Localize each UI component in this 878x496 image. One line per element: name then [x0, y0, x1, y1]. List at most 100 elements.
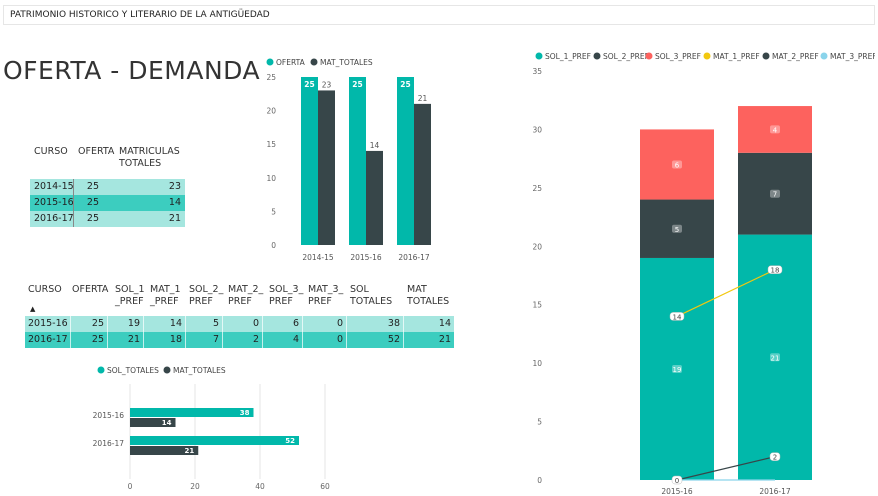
column-header[interactable]: MAT TOTALES	[407, 284, 449, 308]
data-label-bg	[672, 160, 682, 169]
column-header-line: SOL_3_	[269, 284, 304, 295]
column-header-line: TOTALES	[350, 296, 393, 307]
column-header[interactable]: OFERTA	[72, 284, 108, 296]
cell-divider	[262, 316, 263, 332]
table-cell: 23	[168, 181, 181, 192]
legend-marker	[593, 52, 601, 60]
column-header-line: _PREF	[115, 296, 144, 307]
data-label: 52	[285, 437, 295, 445]
column-header-line: OFERTA	[72, 284, 109, 295]
bar	[349, 77, 366, 245]
table-cell: 0	[252, 318, 259, 329]
table-cell: 0	[336, 318, 343, 329]
data-label: 7	[773, 191, 777, 199]
bar	[130, 436, 299, 445]
column-header-matriculas-line2: TOTALES	[119, 158, 162, 169]
cell-divider	[403, 332, 404, 348]
column-header-line: _PREF	[150, 296, 179, 307]
cell-divider	[107, 316, 108, 332]
y-tick-label: 25	[532, 184, 542, 193]
x-tick-label: 60	[320, 482, 330, 491]
legend-label: SOL_TOTALES	[107, 366, 159, 375]
table-row[interactable]: 2016-17 25 21 18 7 2 4 0 52 21	[25, 332, 454, 348]
column-header[interactable]: SOL TOTALES	[350, 284, 392, 308]
table-cell: 25	[86, 213, 99, 224]
data-label: 5	[675, 226, 679, 234]
preferences-stacked-bar-chart: SOL_1_PREF SOL_2_PREF SOL_3_PREF MAT_1_PREF…	[532, 52, 875, 496]
table-cell: 19	[127, 318, 140, 329]
report-title: PATRIMONIO HISTORICO Y LITERARIO DE LA A…	[10, 10, 270, 20]
data-label: 14	[370, 141, 380, 150]
data-label: 21	[418, 94, 428, 103]
legend-label: SOL_2_PREF	[603, 52, 649, 61]
column-header-curso[interactable]: CURSO	[34, 146, 68, 157]
line-data-label: 14	[673, 313, 682, 321]
column-header-line: TOTALES	[407, 296, 450, 307]
table-cell: 4	[292, 334, 299, 345]
column-header[interactable]: SOL_1 _PREF	[115, 284, 145, 308]
y-tick-label: 5	[537, 418, 542, 427]
line-label-bg	[767, 265, 783, 274]
data-label: 14	[162, 419, 172, 427]
y-tick-label: 20	[266, 107, 276, 116]
column-header-matriculas-line1: MATRICULAS	[119, 146, 180, 157]
data-label: 21	[771, 354, 780, 362]
table-cell: 5	[212, 318, 219, 329]
cell-divider	[346, 316, 347, 332]
x-tick-label: 0	[128, 482, 133, 491]
bar	[130, 446, 199, 455]
y-tick-label: 15	[266, 140, 276, 149]
column-header-matriculas[interactable]: MATRICULAS TOTALES	[119, 146, 180, 170]
bar	[130, 408, 254, 417]
table-row[interactable]: 2015-16 25 14	[30, 195, 185, 211]
column-header[interactable]: MAT_2_ PREF	[228, 284, 263, 308]
table-cell: 52	[387, 334, 400, 345]
column-header-line: MAT	[407, 284, 427, 295]
legend-label: SOL_1_PREF	[545, 52, 591, 61]
data-label: 25	[352, 80, 362, 89]
cell-divider	[143, 316, 144, 332]
data-label: 21	[185, 447, 195, 455]
x-tick-label: 2016-17	[398, 253, 430, 262]
legend-marker	[820, 52, 828, 60]
bar-segment	[738, 152, 812, 235]
table-row[interactable]: 2015-16 25 19 14 5 0 6 0 38 14	[25, 316, 454, 332]
column-header-line: CURSO	[28, 284, 62, 295]
column-header[interactable]: CURSO	[28, 284, 62, 296]
cell-divider	[222, 316, 223, 332]
sort-ascending-icon[interactable]: ▲	[30, 305, 36, 313]
legend-marker	[97, 366, 105, 374]
column-header[interactable]: MAT_3_ PREF	[308, 284, 343, 308]
cell-divider	[346, 332, 347, 348]
column-header-oferta[interactable]: OFERTA	[78, 146, 115, 157]
line-data-label: 0	[675, 477, 679, 485]
bar-segment	[738, 234, 812, 480]
bar	[301, 77, 318, 245]
series-line	[676, 269, 776, 317]
line-label-bg	[669, 312, 685, 321]
y-tick-label: 20	[532, 242, 542, 251]
x-tick-label: 2015-16	[350, 253, 382, 262]
column-header[interactable]: MAT_1 _PREF	[150, 284, 181, 308]
table-cell: 2016-17	[34, 213, 74, 224]
y-tick-label: 30	[532, 125, 542, 134]
table-row[interactable]: 2014-15 25 23	[30, 179, 185, 195]
column-header[interactable]: SOL_3_ PREF	[269, 284, 303, 308]
column-header-line: SOL_2_	[189, 284, 224, 295]
table-cell: 2016-17	[28, 334, 68, 345]
table-cell: 25	[86, 197, 99, 208]
cell-divider	[302, 332, 303, 348]
table-cell: 21	[168, 213, 181, 224]
legend-marker	[535, 52, 543, 60]
table-row[interactable]: 2016-17 25 21	[30, 211, 185, 227]
table-cell: 2015-16	[34, 197, 74, 208]
column-header[interactable]: SOL_2_ PREF	[189, 284, 223, 308]
column-header-line: PREF	[269, 296, 293, 307]
line-label-bg	[671, 475, 683, 485]
legend-marker	[266, 58, 274, 66]
legend-marker	[163, 366, 171, 374]
cell-divider	[222, 332, 223, 348]
data-label-bg	[672, 224, 682, 233]
bar	[130, 418, 176, 427]
cell-divider	[302, 316, 303, 332]
